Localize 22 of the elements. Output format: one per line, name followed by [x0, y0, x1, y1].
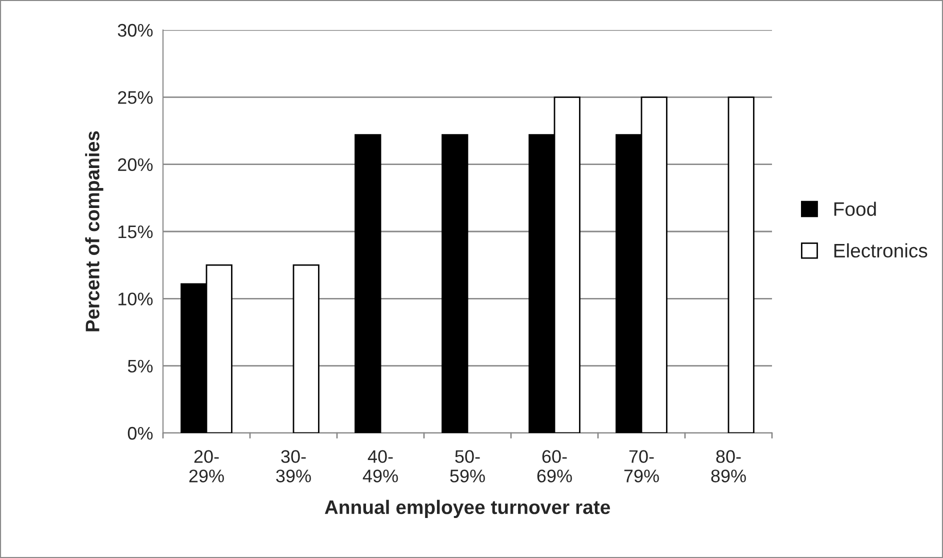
x-axis-title: Annual employee turnover rate: [324, 500, 610, 518]
x-tick-label: 50- 59%: [450, 450, 485, 482]
y-tick-label: 25%: [118, 91, 153, 104]
bar: [354, 134, 382, 433]
bar: [728, 96, 754, 433]
x-tick-label: 70- 79%: [624, 450, 659, 482]
bar: [292, 264, 320, 433]
legend-label: Electronics: [834, 243, 928, 258]
x-tick-label: 40- 49%: [362, 450, 398, 482]
x-tick-label: 60- 69%: [537, 450, 572, 482]
y-axis-title: Percent of companies: [85, 131, 104, 332]
y-tick-label: 20%: [118, 158, 153, 172]
x-tick-label: 80- 89%: [711, 450, 746, 482]
y-tick-label: 5%: [128, 360, 153, 373]
y-tick-label: 0%: [128, 426, 153, 440]
x-tick-label: 30- 39%: [276, 450, 311, 482]
y-tick-label: 10%: [118, 292, 153, 306]
y-tick-label: 15%: [118, 226, 153, 238]
x-tick-label: 20- 29%: [189, 450, 224, 482]
legend-label: Food: [834, 202, 876, 216]
y-tick-label: 30%: [118, 24, 153, 37]
bar: [442, 134, 468, 433]
